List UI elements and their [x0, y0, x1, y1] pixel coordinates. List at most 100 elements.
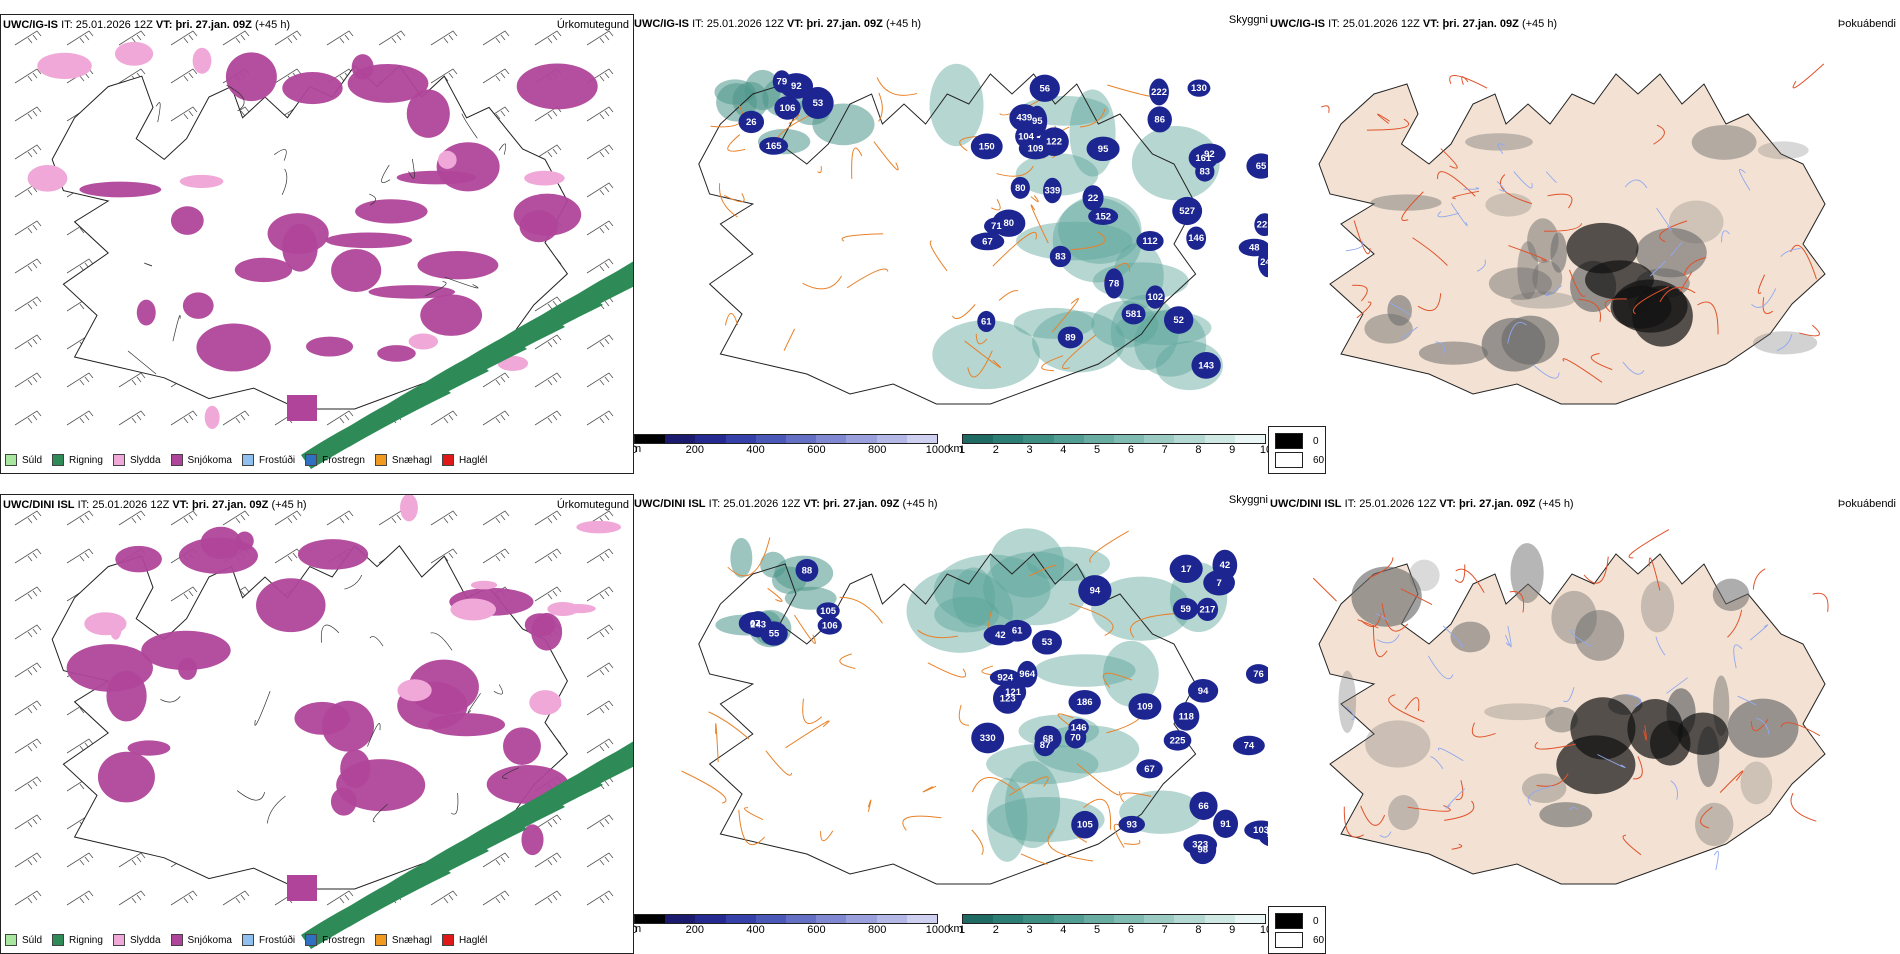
colorbar-tick: 6: [1127, 444, 1134, 456]
colorbar-swatch: [1023, 915, 1054, 923]
model-row: UWC/IG-IS IT: 25.01.2026 12Z VT: þri. 27…: [0, 14, 1900, 474]
legend-label: Frostregn: [322, 454, 365, 466]
colorbar-swatch: [635, 915, 666, 923]
cloudbase-value-label: 222: [1151, 87, 1167, 98]
visibility-colorbar: 12345678910km: [948, 914, 1268, 936]
precip-type-panel: UWC/DINI ISL IT: 25.01.2026 12Z VT: þri.…: [0, 494, 634, 954]
colorbar-swatch: [993, 435, 1024, 443]
colorbar-tick: 1000: [925, 444, 951, 456]
legend-label: Snjókoma: [187, 934, 232, 946]
legend-item: Snjókoma: [170, 933, 232, 947]
precip-title: Úrkomutegund: [556, 19, 629, 31]
colorbar-tick: 1: [958, 444, 966, 456]
cloudbase-value-label: 964: [1019, 669, 1036, 680]
panel-title: UWC/IG-IS IT: 25.01.2026 12Z VT: þri. 27…: [1270, 18, 1558, 30]
fog-title: Þokuábendi: [1837, 18, 1896, 30]
colorbar-swatch: [876, 915, 907, 923]
cloudbase-map: 106 243 88 105 67 55 59 67 118 91 7 123 330 225 186 94 4…: [681, 528, 1268, 885]
legend-item: Súld: [5, 453, 42, 467]
legend-label: Súld: [22, 454, 43, 466]
cloudbase-value-label: 130: [1191, 83, 1207, 94]
cloudbase-value-label: 26: [746, 117, 757, 128]
cloudbase-value-label: 48: [1249, 243, 1260, 254]
cloudbase-value-label: 70: [1070, 733, 1081, 744]
visibility-title: Skyggni: [1228, 14, 1268, 26]
cloudbase-value-label: 55: [769, 629, 780, 640]
colorbar-swatch: [786, 915, 817, 923]
colorbar-swatch: [1083, 915, 1115, 923]
legend-item: Frostregn: [305, 453, 365, 467]
colorbar-tick: 600: [807, 444, 826, 456]
cloudbase-value-label: 165: [766, 141, 783, 152]
cloudbase-value-label: 67: [750, 618, 761, 629]
colorbar-tick: 0: [634, 444, 637, 456]
legend-swatch: [305, 454, 318, 466]
cloudbase-value-label: 330: [980, 733, 996, 744]
cloudbase-value-label: 527: [1179, 206, 1195, 217]
cloudbase-value-label: 71: [991, 221, 1002, 232]
visibility-title: Skyggni: [1228, 494, 1268, 506]
cloudbase-value-label: 152: [1095, 211, 1111, 222]
cloudbase-value-label: 95: [1098, 144, 1109, 155]
cloudbase-value-label: 106: [822, 621, 838, 632]
legend-label: Súld: [22, 934, 43, 946]
colorbar-tick: 3: [1026, 444, 1033, 456]
legend-item: Slydda: [112, 933, 161, 947]
precip-map: [14, 495, 633, 949]
colorbar-swatch: [755, 435, 787, 443]
colorbar-swatch: [993, 915, 1024, 923]
colorbar-swatch: [755, 915, 787, 923]
cloudbase-value-label: 123: [1000, 694, 1016, 705]
cloudbase-value-label: 83: [1055, 251, 1066, 262]
cloudbase-value-label: 53: [1042, 637, 1053, 648]
cloudbase-value-label: 80: [1015, 183, 1026, 194]
colorbar-tick: 9: [1229, 924, 1236, 936]
cloudbase-value-label: 186: [1077, 697, 1093, 708]
legend-label: Haglél: [458, 454, 488, 466]
legend-swatch: [241, 454, 254, 466]
colorbar-tick: 600: [807, 924, 826, 936]
colorbar-tick: 0: [634, 924, 637, 936]
cloudbase-value-label: 56: [1039, 83, 1050, 94]
cloudbase-value-label: 89: [1065, 332, 1076, 343]
colorbar-tick: 10: [1259, 924, 1268, 936]
colorbar-swatch: [1144, 915, 1175, 923]
cloudbase-value-label: 339: [1044, 186, 1060, 197]
cloudbase-value-label: 109: [1028, 144, 1044, 155]
legend-item: Rigning: [52, 933, 103, 947]
colorbar-swatch: [1204, 915, 1235, 923]
cloudbase-value-label: 22: [1088, 193, 1099, 204]
cloudbase-value-label: 221: [1257, 220, 1268, 231]
colorbar-tick: 400: [746, 444, 765, 456]
fog-title: Þokuábendi: [1837, 498, 1896, 510]
colorbar-swatch: [1204, 435, 1235, 443]
fog-indicator-panel: UWC/DINI ISL IT: 25.01.2026 12Z VT: þri.…: [1268, 494, 1900, 954]
legend-swatch: [170, 934, 183, 946]
legend-swatch: [52, 454, 65, 466]
cloudbase-value-label: 121: [1005, 687, 1022, 698]
colorbar-tick: 8: [1195, 444, 1202, 456]
cloudbase-value-label: 581: [1126, 309, 1143, 320]
cloudbase-value-label: 92: [1204, 149, 1215, 160]
cloudbase-value-label: 67: [1144, 764, 1155, 775]
colorbar-swatch: [816, 435, 847, 443]
cloudbase-value-label: 112: [1142, 236, 1157, 247]
legend-label: Frostúði: [258, 454, 296, 466]
legend-item: Haglél: [441, 933, 487, 947]
legend-item: Frostúði: [241, 453, 296, 467]
colorbar-swatch: [1144, 435, 1175, 443]
cloudbase-value-label: 243: [750, 619, 766, 630]
cloudbase-colorbar: 02004006008001000m: [634, 914, 950, 936]
colorbar-tick: 400: [746, 924, 765, 936]
legend-label: Snæhagl: [391, 934, 432, 946]
colorbar-tick: 5: [1094, 924, 1101, 936]
colorbar-swatch: [665, 435, 696, 443]
cloudbase-value-label: 105: [820, 606, 837, 617]
cloudbase-value-label: 7: [1216, 578, 1221, 589]
legend-swatch: [5, 934, 17, 946]
legend-item: Snjókoma: [170, 453, 232, 467]
cloudbase-value-label: 61: [1012, 626, 1023, 637]
colorbar-swatch: [906, 435, 938, 443]
legend-swatch: [441, 454, 454, 466]
cloudbase-visibility-panel: UWC/DINI ISL IT: 25.01.2026 12Z VT: þri.…: [634, 494, 1268, 954]
